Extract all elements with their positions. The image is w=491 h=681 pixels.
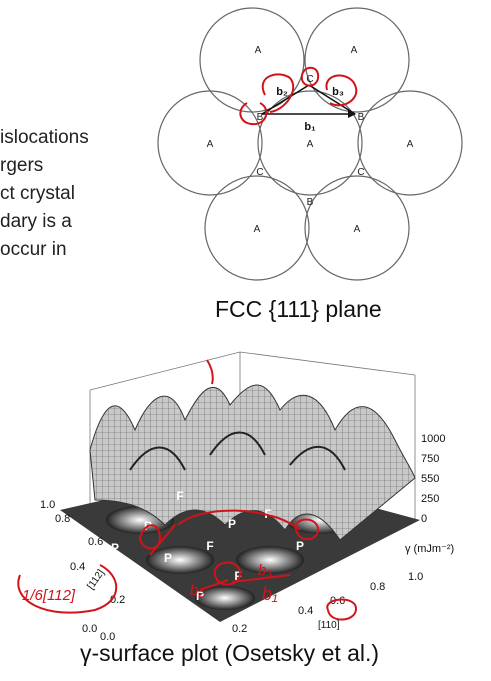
- x-tick: 0.4: [298, 605, 313, 617]
- vector-label-b3: b₃: [332, 86, 344, 98]
- annotation-text: 1/6[112]: [22, 587, 76, 604]
- z-tick: 0: [421, 513, 427, 525]
- y-axis-label: [112]: [85, 568, 106, 592]
- z-axis: 1000 750 550 250 0 γ (mJm⁻²): [405, 433, 454, 555]
- y-tick: 0.0: [82, 623, 97, 635]
- gamma-caption: γ-surface plot (Osetsky et al.): [80, 640, 380, 666]
- map-label: F: [126, 567, 133, 581]
- left-text-line: occur in: [0, 239, 67, 260]
- atom-circle: [304, 175, 410, 281]
- x-tick: 1.0: [408, 571, 423, 583]
- annotation-text: b₁: [262, 584, 278, 604]
- left-text-line: dary is a: [0, 211, 72, 232]
- site-label: A: [354, 224, 361, 235]
- left-text-line: rgers: [0, 155, 44, 176]
- atom-circle: [157, 90, 263, 196]
- atom-circle: [357, 90, 463, 196]
- site-label: A: [207, 139, 214, 150]
- site-label: B: [257, 112, 264, 123]
- x-tick: 0.2: [232, 623, 247, 635]
- left-text-line: islocations: [0, 127, 89, 148]
- gamma-surface-plot: 1000 750 550 250 0 γ (mJm⁻²) 0.0 0.2 0.4…: [17, 351, 454, 640]
- site-label: C: [306, 74, 313, 85]
- red-annotations: [239, 66, 358, 126]
- x-axis-label: [110]: [318, 620, 340, 631]
- left-partial-text: islocations rgers ct crystal dary is a o…: [0, 124, 150, 264]
- map-label: P: [296, 539, 304, 553]
- map-label: P: [146, 594, 154, 608]
- x-tick: 0.0: [100, 631, 115, 640]
- map-label: F: [234, 569, 241, 583]
- map-label: P: [228, 517, 236, 531]
- site-label: A: [351, 45, 358, 56]
- handwritten-labels: 1/6[112] b₃ b₂ b₁: [22, 562, 278, 604]
- z-axis-label: γ (mJm⁻²): [405, 543, 454, 555]
- left-text-line: ct crystal: [0, 183, 75, 204]
- x-tick: 0.8: [370, 581, 385, 593]
- z-tick: 250: [421, 493, 439, 505]
- site-label: B: [307, 197, 314, 208]
- site-label: A: [407, 139, 414, 150]
- fcc-caption: FCC {111} plane: [215, 296, 382, 322]
- atom-circle: [304, 7, 410, 113]
- x-tick: 0.6: [330, 595, 345, 607]
- arrow-head: [348, 110, 356, 118]
- y-tick: 0.4: [70, 561, 85, 573]
- site-label: B: [358, 112, 365, 123]
- x-axis: 0.0 0.2 0.4 0.6 0.8 1.0 [110]: [100, 571, 423, 640]
- y-tick: 1.0: [40, 499, 55, 511]
- z-tick: 750: [421, 453, 439, 465]
- b2-vector-line: [261, 84, 310, 115]
- surface-shading: [129, 431, 346, 471]
- map-label: P: [196, 589, 204, 603]
- map-label: P: [164, 551, 172, 565]
- site-label: A: [307, 139, 314, 150]
- annotation-text: b₃: [258, 562, 272, 579]
- b3-vector-line: [308, 84, 356, 115]
- map-label: F: [206, 539, 213, 553]
- map-label: F: [176, 489, 183, 503]
- site-label: C: [357, 167, 364, 178]
- surface-grid: [90, 385, 415, 540]
- site-label: C: [256, 167, 263, 178]
- z-tick: 550: [421, 473, 439, 485]
- vector-label-b2: b₂: [276, 86, 288, 98]
- atom-circle: [199, 7, 305, 113]
- red-annotations: [17, 359, 358, 621]
- z-tick: 1000: [421, 433, 445, 445]
- atom-circle: [257, 90, 363, 196]
- y-tick: 0.6: [88, 536, 103, 548]
- site-label: A: [255, 45, 262, 56]
- fcc-111-diagram: A A A A A A A B B B C C C b₂ b₃ b₁: [157, 7, 463, 281]
- vector-label-b1: b₁: [304, 121, 316, 133]
- site-label: A: [254, 224, 261, 235]
- map-label: P: [111, 541, 119, 555]
- y-tick: 0.8: [55, 513, 70, 525]
- atom-circle: [204, 175, 310, 281]
- annotation-text: b₂: [190, 582, 204, 599]
